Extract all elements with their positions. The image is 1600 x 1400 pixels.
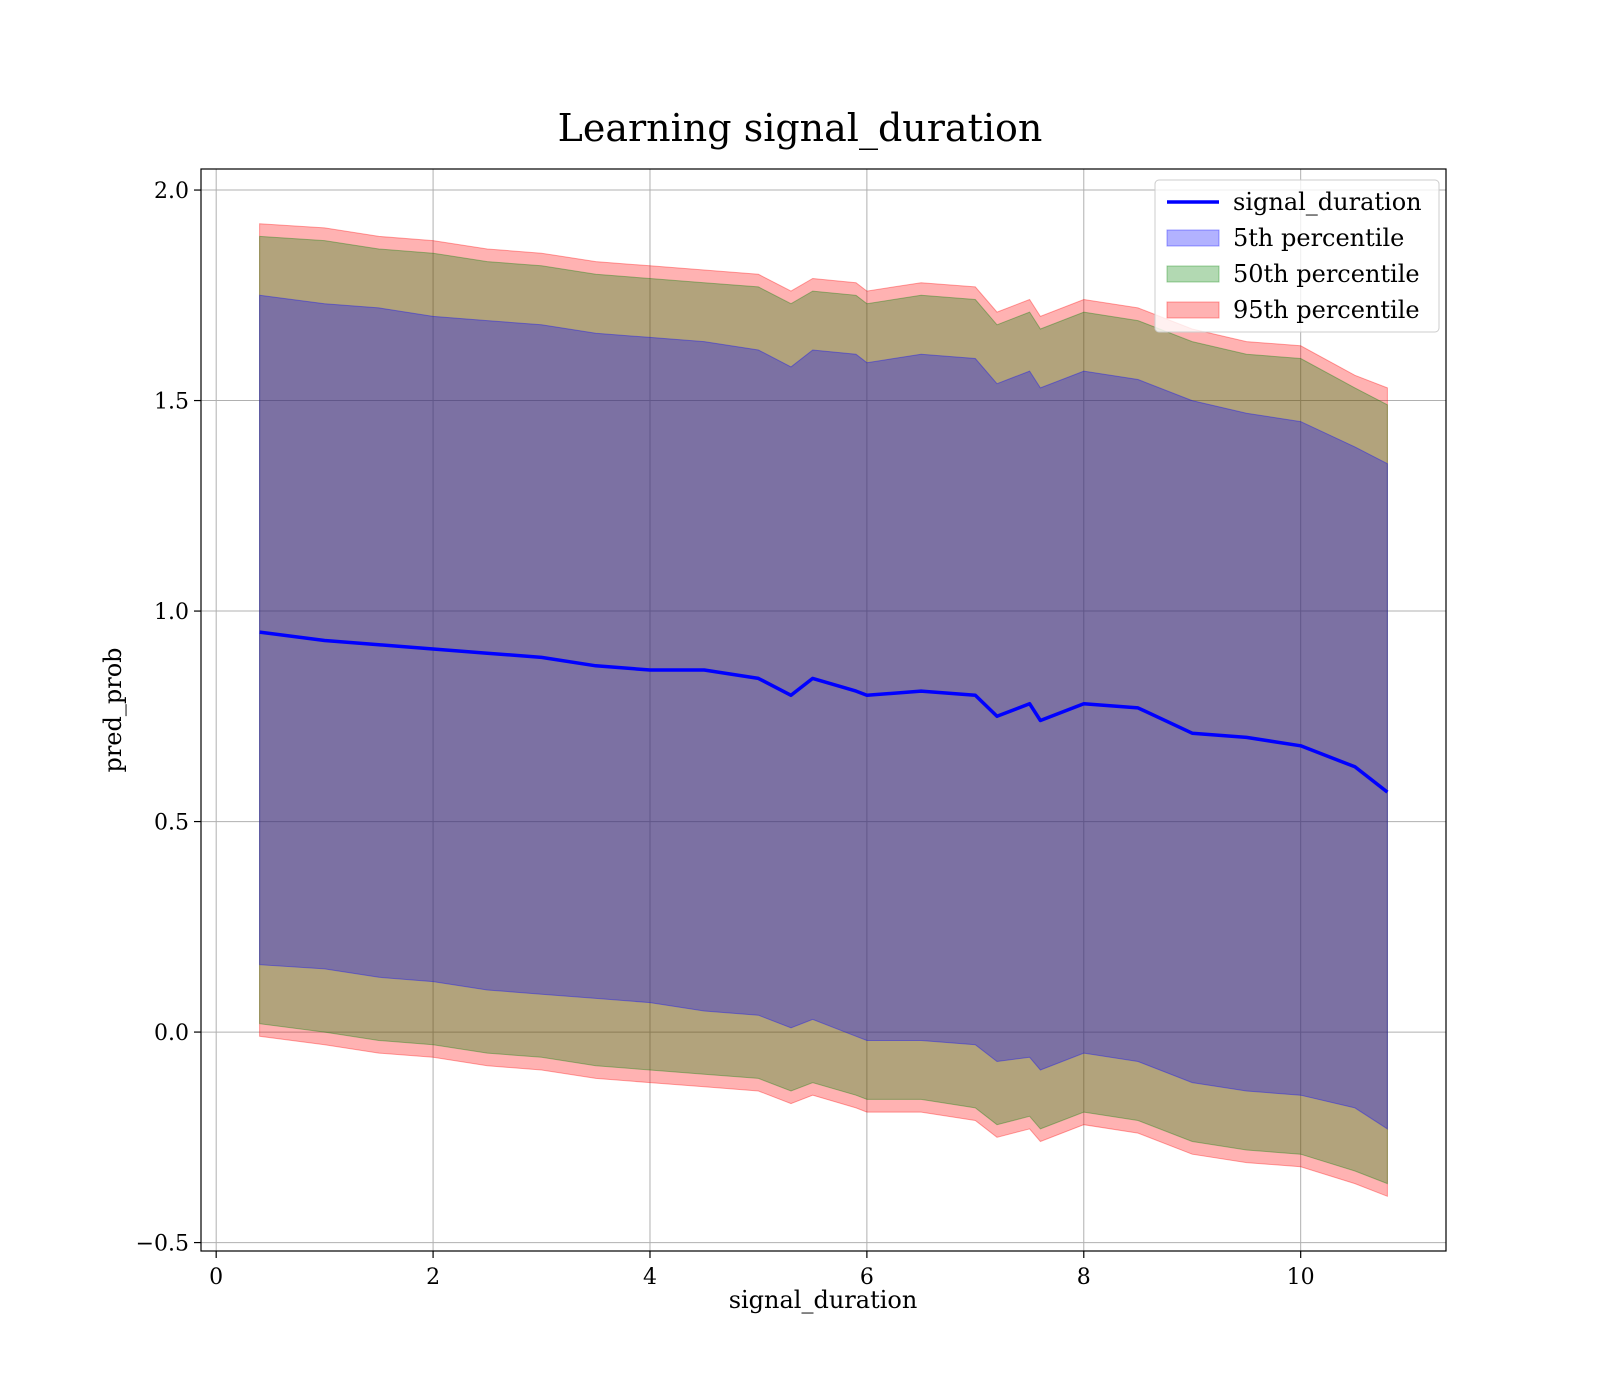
legend-label: 5th percentile: [1233, 224, 1404, 252]
axis-ticks: 0 2 4 6 8 10 −0.5 0.0 0.5 1.0 1.5 2.0: [136, 179, 1315, 1290]
band-5th-percentile: [259, 294, 1388, 1130]
grid: [201, 169, 1446, 1251]
x-axis-label: signal_duration: [729, 1286, 918, 1314]
x-tick-label: 8: [1077, 1265, 1091, 1290]
y-tick-label: 1.5: [154, 390, 189, 415]
y-tick-label: −0.5: [136, 1232, 189, 1257]
plot-area-background: [201, 169, 1446, 1251]
legend-swatch-patch: [1166, 265, 1220, 283]
series-line-signal-duration: [259, 630, 1389, 794]
series-lines: [259, 630, 1389, 794]
y-tick-label: 1.0: [154, 600, 189, 625]
y-tick-label: 0.0: [154, 1021, 189, 1046]
chart-title: Learning signal_duration: [558, 106, 1043, 151]
x-tick-label: 10: [1287, 1265, 1315, 1290]
legend-label: 95th percentile: [1233, 296, 1420, 324]
legend-box: [1154, 179, 1440, 333]
legend: signal_duration 5th percentile 50th percen…: [1154, 179, 1440, 333]
y-axis-label: pred_prob: [99, 647, 127, 772]
percentile-bands: [259, 223, 1388, 1198]
y-tick-label: 0.5: [154, 811, 189, 836]
band-50th-percentile: [259, 235, 1388, 1185]
legend-swatch-patch: [1166, 229, 1220, 247]
x-tick-label: 6: [860, 1265, 874, 1290]
x-tick-label: 0: [209, 1265, 223, 1290]
legend-label: signal_duration: [1233, 188, 1422, 216]
x-tick-label: 4: [643, 1265, 657, 1290]
x-tick-label: 2: [426, 1265, 440, 1290]
legend-label: 50th percentile: [1233, 260, 1420, 288]
y-tick-label: 2.0: [154, 179, 189, 204]
plot-frame: [200, 168, 1447, 1252]
band-95th-percentile: [259, 223, 1388, 1198]
legend-swatch-patch: [1166, 301, 1220, 319]
